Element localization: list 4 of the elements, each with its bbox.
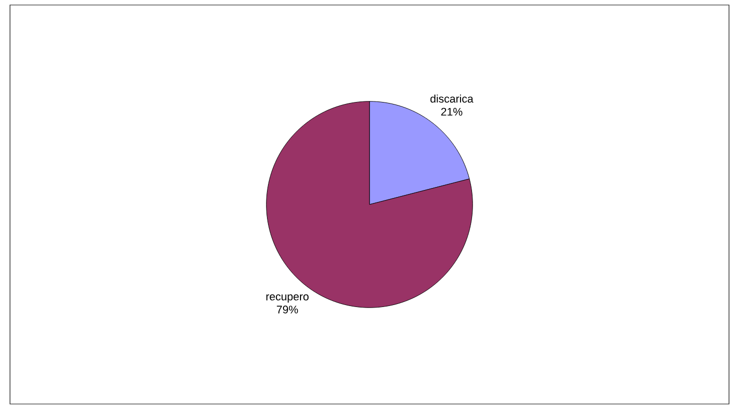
data-label: 79%: [276, 306, 298, 314]
data-label: 21%: [441, 108, 462, 116]
slice-label: discarica: [430, 94, 474, 103]
slice-label: recupero: [266, 294, 309, 303]
